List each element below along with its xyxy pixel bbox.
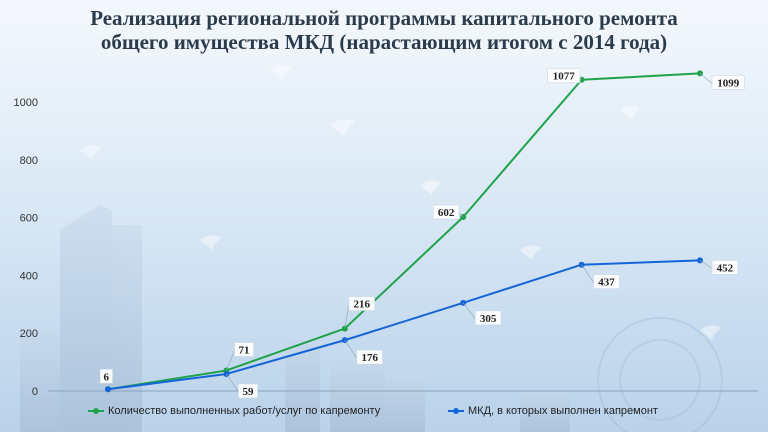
y-tick-label: 200: [20, 328, 38, 340]
data-label: 71: [239, 344, 250, 356]
data-label-box: [348, 296, 375, 311]
data-label: 59: [243, 386, 255, 398]
series-line-0: [107, 72, 701, 391]
y-tick-label: 600: [20, 213, 38, 225]
data-label: 1099: [717, 77, 740, 89]
data-label-box: [356, 349, 383, 365]
data-point: [105, 386, 111, 393]
data-label-leader: [458, 212, 464, 218]
data-label: 437: [598, 277, 615, 289]
data-label-box: [711, 75, 745, 90]
data-label-box: [234, 342, 254, 357]
legend-label-buildings: МКД, в которых выполнен капремонт: [468, 405, 658, 417]
data-label-box: [711, 260, 739, 275]
chart-title: Реализация региональной программы капита…: [0, 6, 768, 54]
y-tick-label: 1000: [14, 97, 38, 109]
legend-label-works: Количество выполненных работ/услуг по ка…: [108, 405, 381, 417]
data-label-box: [593, 274, 620, 290]
data-label-leader: [581, 264, 594, 283]
data-label: 602: [438, 207, 455, 219]
chart-title-line-1: Реализация региональной программы капита…: [90, 6, 678, 30]
y-tick-label: 400: [20, 270, 38, 282]
data-label-box: [99, 368, 113, 384]
data-label-box: [238, 383, 258, 399]
y-tick-label: 800: [20, 155, 38, 167]
data-label: 6: [104, 371, 110, 383]
y-tick-label: 0: [32, 386, 38, 398]
legend-item-buildings: МКД, в которых выполнен капремонт: [448, 405, 658, 417]
legend-item-works: Количество выполненных работ/услуг по ка…: [88, 405, 380, 417]
data-label-box: [474, 310, 502, 326]
data-label: 305: [480, 313, 497, 325]
data-label-leader: [699, 73, 713, 84]
data-label: 176: [361, 352, 378, 364]
data-label-leader: [226, 350, 235, 371]
data-label: 1077: [553, 71, 576, 83]
legend-swatch-buildings: [448, 406, 464, 416]
data-label-leader: [226, 373, 239, 393]
data-label-box: [547, 68, 581, 84]
legend-swatch-works: [88, 406, 104, 416]
data-label-leader: [462, 302, 476, 320]
data-label: 452: [717, 262, 734, 274]
chart-title-line-2: общего имущества МКД (нарастающим итогом…: [100, 30, 668, 54]
data-label-leader: [344, 339, 358, 359]
data-label-leader: [344, 304, 350, 329]
data-label-leader: [699, 260, 713, 269]
data-label: 216: [353, 299, 370, 311]
data-label-box: [432, 204, 460, 220]
series-line-1: [107, 259, 701, 391]
